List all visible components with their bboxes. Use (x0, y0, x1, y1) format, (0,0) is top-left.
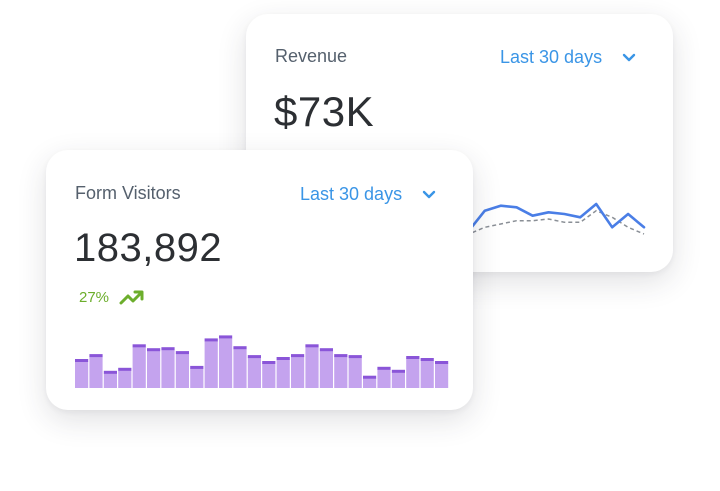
form-visitors-card: Form Visitors Last 30 days 183,892 27% (46, 150, 473, 410)
bar (348, 355, 362, 388)
visitors-range-label: Last 30 days (300, 184, 403, 204)
revenue-value: $73K (274, 88, 375, 135)
bar (276, 357, 290, 388)
bar (247, 355, 261, 388)
bar (262, 361, 276, 388)
bar (305, 344, 319, 388)
trend-indicator: 27% (79, 289, 145, 306)
bar (406, 356, 420, 388)
bar (391, 369, 405, 388)
bar (175, 351, 189, 388)
chevron-down-icon (422, 190, 436, 200)
bar (190, 365, 204, 388)
bar (334, 354, 348, 388)
chevron-down-icon (622, 53, 636, 63)
bar (103, 370, 117, 388)
form-visitors-value: 183,892 (74, 226, 223, 270)
bar (132, 344, 146, 388)
revenue-range-label: Last 30 days (500, 47, 603, 67)
bar (233, 346, 247, 388)
bar (75, 359, 89, 388)
form-visitors-bar-chart (75, 335, 449, 388)
bar (319, 348, 333, 388)
bar (435, 361, 449, 388)
revenue-range-dropdown[interactable]: Last 30 days (500, 47, 636, 68)
bar (118, 367, 132, 388)
bar (291, 354, 305, 388)
bar (420, 358, 434, 388)
trend-percent: 27% (79, 289, 110, 306)
bar (89, 354, 103, 388)
bar (377, 366, 391, 388)
bar (161, 347, 175, 388)
bar (147, 348, 161, 388)
bar (219, 335, 233, 388)
bar (204, 338, 218, 388)
visitors-range-dropdown[interactable]: Last 30 days (300, 184, 436, 205)
form-visitors-title: Form Visitors (75, 183, 181, 203)
trend-up-icon (119, 290, 145, 306)
bar (363, 375, 377, 388)
revenue-title: Revenue (275, 46, 348, 66)
